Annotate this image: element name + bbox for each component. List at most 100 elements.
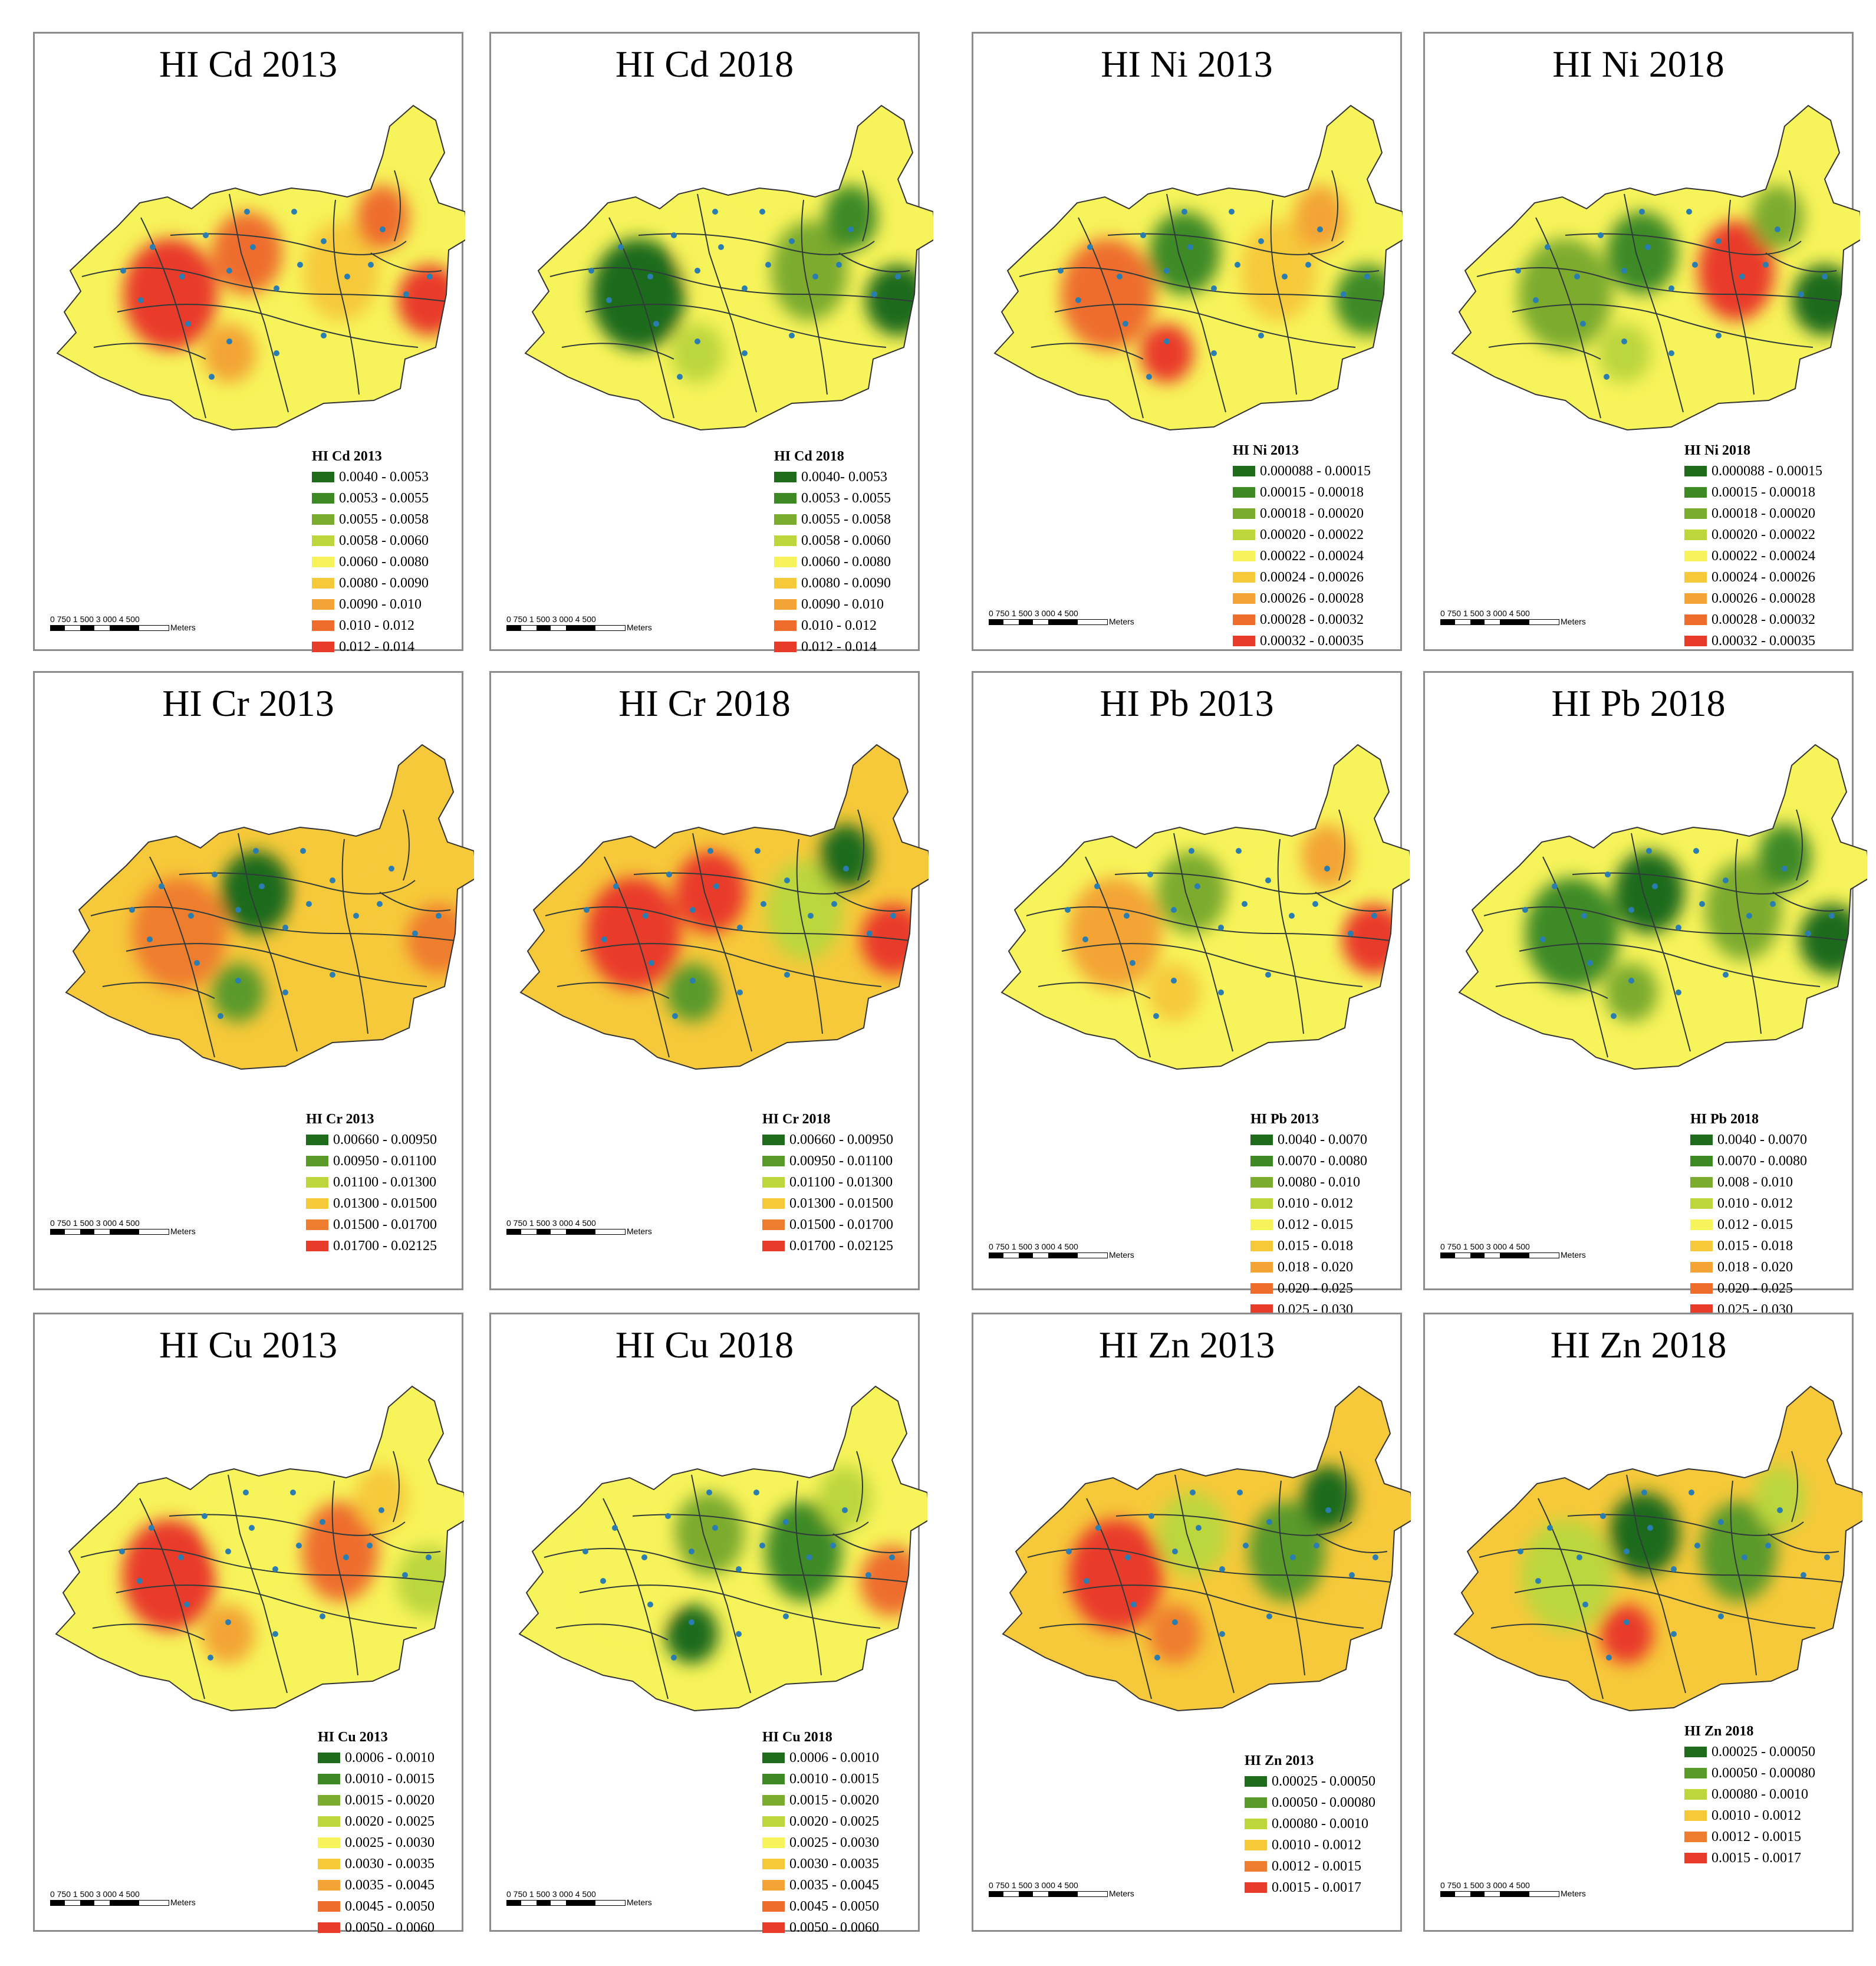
scale-bar-numbers: 0 750 1 500 3 000 4 500	[989, 1242, 1078, 1251]
legend-label: 0.01700 - 0.02125	[333, 1238, 437, 1254]
road-line	[1316, 1533, 1388, 1553]
road-line	[1027, 1548, 1406, 1584]
sampling-point	[1547, 1525, 1553, 1531]
road-line	[1768, 1533, 1839, 1553]
legend-entry: 0.01100 - 0.01300	[762, 1172, 893, 1193]
sampling-point	[672, 1013, 678, 1019]
sampling-point	[689, 1549, 695, 1554]
legend-swatch	[1233, 614, 1255, 625]
legend-entry: 0.00032 - 0.00035	[1684, 630, 1822, 652]
sampling-point	[1582, 1602, 1588, 1607]
legend-entry: 0.0040 - 0.0053	[312, 466, 429, 488]
legend-entry: 0.0040 - 0.0070	[1250, 1129, 1367, 1150]
sampling-point	[1746, 913, 1752, 919]
sampling-point	[235, 978, 241, 984]
sampling-point	[244, 209, 250, 215]
scale-bar: 0 750 1 500 3 000 4 500 Meters	[506, 1218, 652, 1242]
sampling-point	[613, 883, 619, 889]
sampling-point	[889, 1554, 895, 1560]
legend-label: 0.0030 - 0.0035	[345, 1856, 435, 1872]
legend-label: 0.00025 - 0.00050	[1272, 1774, 1375, 1789]
sampling-point	[1172, 1549, 1178, 1554]
scale-bar-numbers: 0 750 1 500 3 000 4 500	[50, 1889, 140, 1899]
legend-entry: 0.00015 - 0.00018	[1684, 482, 1822, 503]
sampling-point	[1545, 244, 1551, 250]
legend-swatch	[1233, 551, 1255, 561]
road-line	[1174, 1474, 1235, 1694]
sampling-point	[1782, 866, 1788, 872]
legend-swatch	[1250, 1283, 1273, 1294]
risk-zone	[122, 1519, 216, 1631]
sampling-point	[1082, 936, 1088, 942]
road-line	[801, 199, 828, 395]
sampling-point	[812, 274, 818, 280]
legend-title: HI Pb 2013	[1250, 1112, 1319, 1127]
legend-swatch	[1690, 1241, 1713, 1251]
sampling-point	[737, 989, 743, 995]
legend-entry: 0.00020 - 0.00022	[1684, 524, 1822, 545]
sampling-point	[300, 848, 306, 854]
sampling-point	[243, 1490, 249, 1495]
scale-bar-unit: Meters	[170, 1898, 196, 1907]
map-panel: HI Cd 2018 HI Cd 2018 0.0040- 0.0053 0.0053…	[489, 32, 933, 655]
legend-swatch	[1690, 1156, 1713, 1166]
legend-label: 0.00015 - 0.00018	[1712, 485, 1815, 500]
legend-swatch	[1690, 1283, 1713, 1294]
road-line	[1054, 304, 1356, 348]
map-legend: HI Zn 2018 0.00025 - 0.00050 0.00050 - 0.0…	[1684, 1721, 1815, 1869]
sampling-point	[784, 877, 790, 883]
road-line	[604, 856, 670, 1058]
sampling-point	[250, 244, 256, 250]
scale-bar-unit: Meters	[627, 1227, 652, 1236]
legend-entry: 0.01100 - 0.01300	[306, 1172, 437, 1193]
legend-title: HI Ni 2013	[1233, 443, 1299, 458]
sampling-point	[1645, 244, 1651, 250]
sampling-point	[1639, 209, 1645, 215]
legend-entry: 0.00026 - 0.00028	[1684, 588, 1822, 609]
risk-zone	[355, 1466, 408, 1531]
sampling-point	[1348, 931, 1354, 936]
sampling-point	[1084, 1578, 1090, 1584]
road-line	[857, 809, 864, 881]
legend-label: 0.01500 - 0.01700	[333, 1217, 437, 1232]
sampling-point	[1235, 262, 1240, 268]
sampling-point	[1282, 274, 1288, 280]
legend-label: 0.00950 - 0.01100	[333, 1153, 437, 1169]
sampling-point	[1314, 1543, 1319, 1549]
legend-entry: 0.00028 - 0.00032	[1233, 609, 1371, 630]
risk-zone	[203, 324, 256, 383]
sampling-point	[1647, 1525, 1653, 1531]
sampling-point	[185, 321, 191, 327]
road-line	[1542, 856, 1608, 1058]
legend-entry: 0.0030 - 0.0035	[762, 1853, 879, 1875]
sampling-point	[212, 872, 218, 877]
legend-label: 0.00020 - 0.00022	[1260, 527, 1364, 543]
sampling-point	[808, 913, 814, 919]
legend-entry: 0.00020 - 0.00022	[1233, 524, 1371, 545]
legend-entry: 0.020 - 0.025	[1250, 1278, 1367, 1299]
scale-bar-graphic	[989, 1252, 1108, 1258]
legend-label: 0.0080 - 0.0090	[339, 576, 429, 591]
legend-label: 0.0060 - 0.0080	[339, 554, 429, 570]
city-boundary	[1453, 1385, 1862, 1712]
legend-swatch	[306, 1241, 328, 1251]
sampling-point	[1765, 1543, 1771, 1549]
sampling-point	[1628, 907, 1634, 913]
sampling-point	[1172, 1619, 1178, 1625]
legend-entry: 0.00050 - 0.00080	[1245, 1792, 1375, 1813]
legend-entry: 0.0010 - 0.0015	[762, 1768, 879, 1790]
legend-title: HI Cu 2013	[318, 1730, 388, 1745]
city-boundary	[65, 744, 474, 1070]
sampling-point	[1140, 232, 1146, 238]
risk-zone	[312, 860, 389, 960]
road-line	[1039, 1623, 1152, 1640]
sampling-point	[606, 297, 612, 303]
road-line	[1026, 906, 1404, 943]
sampling-point	[1349, 1572, 1355, 1578]
road-line	[393, 1451, 400, 1523]
scale-bar-unit: Meters	[170, 623, 196, 632]
legend-swatch	[1245, 1819, 1267, 1829]
legend-label: 0.012 - 0.015	[1717, 1217, 1793, 1232]
legend-label: 0.00050 - 0.00080	[1712, 1766, 1815, 1781]
legend-label: 0.012 - 0.015	[1278, 1217, 1353, 1232]
